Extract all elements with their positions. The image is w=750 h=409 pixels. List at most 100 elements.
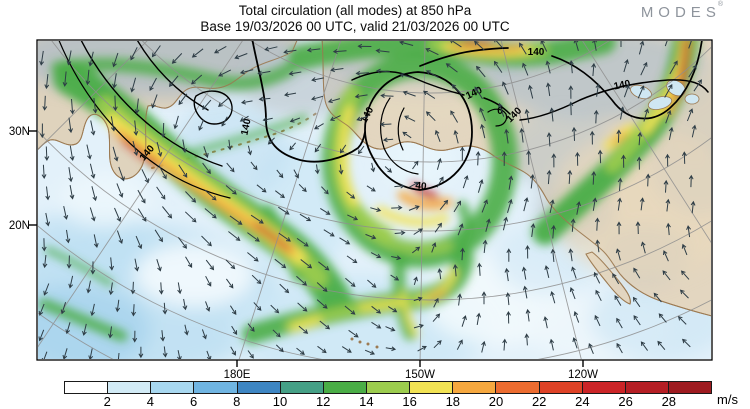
wind-arrow (205, 301, 211, 312)
wind-arrow (274, 190, 286, 199)
wind-arrow (480, 123, 486, 139)
wind-arrow (86, 280, 92, 294)
wind-arrow (477, 262, 482, 276)
wind-arrow (112, 52, 119, 68)
wind-arrow (156, 186, 166, 200)
wind-arrow (88, 51, 94, 67)
wind-arrow (206, 350, 212, 359)
wind-arrow (366, 185, 376, 192)
wind-arrow (573, 311, 580, 323)
wind-arrow (201, 329, 207, 340)
wind-arrow (151, 94, 158, 109)
wind-arrow (402, 131, 412, 139)
wind-arrow (162, 302, 168, 315)
wind-arrow (226, 162, 235, 173)
wind-arrow (474, 86, 483, 100)
wind-arrow (384, 166, 393, 173)
wind-arrow (568, 101, 574, 116)
wind-arrow (316, 282, 328, 292)
wind-arrow (595, 83, 601, 97)
wind-arrow (332, 48, 347, 54)
wind-arrow (218, 69, 232, 77)
wind-arrow (321, 186, 329, 195)
wind-arrow (357, 43, 372, 49)
wind-arrow (457, 223, 464, 236)
wind-arrow (289, 117, 301, 123)
wind-arrow (229, 215, 243, 225)
colorbar-segment (65, 382, 109, 393)
contour-label: 140 (528, 47, 545, 58)
wind-arrow (296, 275, 308, 286)
wind-arrow (521, 266, 527, 280)
wind-arrow (404, 115, 416, 122)
wind-arrow (69, 98, 75, 115)
wind-arrow (664, 84, 673, 98)
wind-arrow (681, 338, 691, 348)
modes-logo: MODES® (640, 1, 726, 21)
wind-vectors (38, 41, 702, 359)
wind-arrow (134, 258, 140, 272)
wind-arrow (327, 98, 341, 104)
wind-arrow (588, 342, 594, 354)
wind-arrow (505, 292, 511, 306)
wind-arrow (68, 167, 73, 183)
wind-arrow (370, 162, 376, 173)
wind-arrow (571, 266, 577, 279)
chart-subtitle: Base 19/03/2026 00 UTC, valid 21/03/2026… (200, 19, 510, 34)
chart-header: Total circulation (all modes) at 850 hPa… (0, 3, 710, 35)
wind-arrow (138, 346, 144, 359)
colorbar-tick-label: 4 (146, 394, 155, 409)
wind-arrow (431, 242, 437, 253)
wind-arrow (109, 257, 115, 271)
wind-arrow (589, 130, 595, 145)
wind-arrow (88, 348, 94, 359)
wind-arrow (247, 323, 255, 332)
wind-arrow (450, 41, 462, 48)
modes-logo-text: MODES (640, 4, 721, 21)
lon-label-180e: 180E (224, 369, 251, 381)
chart-title: Total circulation (all modes) at 850 hPa (238, 3, 472, 18)
wind-arrow (637, 85, 645, 99)
wind-arrow (38, 303, 45, 316)
wind-arrow (612, 273, 620, 285)
wind-arrow (432, 313, 441, 322)
wind-arrow (385, 346, 397, 352)
wind-arrow (474, 41, 485, 51)
wind-arrow (413, 323, 424, 329)
wind-arrow (300, 259, 313, 269)
wind-arrow (688, 41, 692, 49)
wind-arrow (592, 197, 598, 211)
wind-arrow (275, 344, 284, 353)
wind-arrow (44, 146, 50, 162)
wind-arrow (63, 205, 69, 220)
wind-arrow (371, 321, 382, 329)
lon-label-120w: 120W (568, 369, 598, 381)
wind-arrow (184, 324, 189, 336)
contour-label: 140 (239, 117, 253, 136)
wind-arrow (314, 164, 320, 175)
wind-arrow (668, 126, 674, 141)
wind-arrow (276, 169, 284, 179)
wind-arrow (173, 115, 179, 130)
wind-arrow (178, 164, 188, 178)
wind-arrow (545, 60, 551, 74)
wind-arrow (481, 291, 487, 305)
wind-arrow (130, 47, 138, 61)
colorbar-segment (323, 382, 367, 393)
wind-arrow (528, 84, 534, 99)
wind-arrow (623, 84, 630, 98)
wind-arrow (133, 120, 139, 136)
wind-arrow (316, 299, 328, 309)
wind-arrow (171, 53, 183, 64)
map-frame: 30N 20N 180E 150W 120W (9, 39, 713, 381)
wind-arrow (425, 111, 436, 122)
colorbar-segment (151, 382, 195, 393)
wind-arrow (320, 207, 331, 215)
wind-arrow (481, 340, 486, 353)
wind-arrow (506, 248, 512, 262)
wind-arrow (68, 275, 74, 289)
wind-arrow (330, 67, 344, 73)
wind-arrow (665, 109, 672, 124)
wind-arrow (530, 174, 535, 189)
